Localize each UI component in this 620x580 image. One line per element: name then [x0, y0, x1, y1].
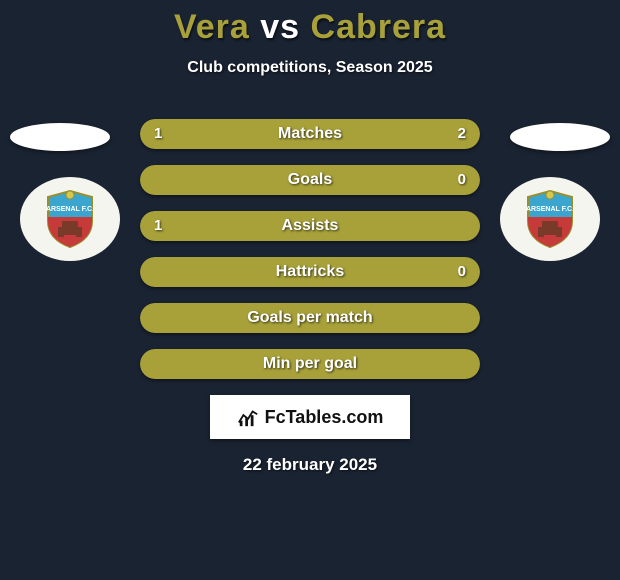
- comparison-title: Vera vs Cabrera: [0, 8, 620, 47]
- left-crest: ARSENAL F.C.: [20, 177, 120, 261]
- player2-name: Cabrera: [311, 8, 447, 46]
- player1-name: Vera: [174, 8, 250, 46]
- stat-label: Assists: [140, 211, 480, 241]
- stat-row: Hattricks0: [140, 257, 480, 287]
- stat-label: Goals per match: [140, 303, 480, 333]
- subtitle: Club competitions, Season 2025: [0, 59, 620, 77]
- stat-row: Goals0: [140, 165, 480, 195]
- stat-left-value: 1: [154, 119, 162, 149]
- stat-left-value: 1: [154, 211, 162, 241]
- stat-label: Matches: [140, 119, 480, 149]
- chart-icon: [237, 406, 259, 428]
- stats-area: ARSENAL F.C. ARSENAL F.C. Matches12Goals…: [0, 119, 620, 379]
- svg-text:ARSENAL F.C.: ARSENAL F.C.: [46, 206, 94, 213]
- fctables-logo: FcTables.com: [210, 395, 410, 439]
- svg-text:ARSENAL F.C.: ARSENAL F.C.: [526, 206, 574, 213]
- vs-text: vs: [260, 8, 300, 46]
- stat-row: Min per goal: [140, 349, 480, 379]
- shield-icon: ARSENAL F.C.: [38, 187, 102, 251]
- right-crest: ARSENAL F.C.: [500, 177, 600, 261]
- stat-label: Goals: [140, 165, 480, 195]
- logo-text: FcTables.com: [265, 407, 384, 428]
- stat-right-value: 2: [458, 119, 466, 149]
- stat-right-value: 0: [458, 165, 466, 195]
- stat-row: Goals per match: [140, 303, 480, 333]
- stat-right-value: 0: [458, 257, 466, 287]
- shield-icon: ARSENAL F.C.: [518, 187, 582, 251]
- stat-row: Assists1: [140, 211, 480, 241]
- right-ellipse: [510, 123, 610, 151]
- stat-label: Hattricks: [140, 257, 480, 287]
- stat-row: Matches1 2: [140, 119, 480, 149]
- left-ellipse: [10, 123, 110, 151]
- stat-label: Min per goal: [140, 349, 480, 379]
- date: 22 february 2025: [0, 455, 620, 475]
- stat-bars: Matches12Goals0Assists1Hattricks0Goals p…: [140, 119, 480, 379]
